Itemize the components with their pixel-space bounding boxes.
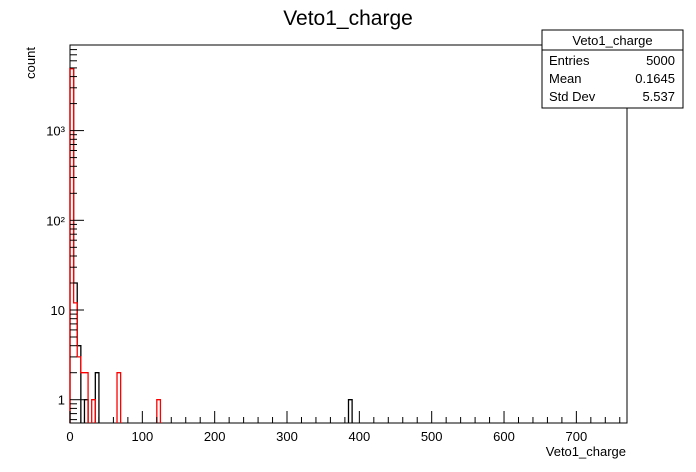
histogram-series-1 (69, 68, 162, 423)
stats-box-title: Veto1_charge (572, 33, 652, 48)
x-axis-label: Veto1_charge (546, 444, 626, 459)
x-tick-label: 500 (421, 429, 443, 444)
stats-mean-label: Mean (549, 71, 582, 86)
x-tick-label: 300 (276, 429, 298, 444)
y-tick-label: 10³ (46, 124, 65, 139)
y-axis: 1 10 10² 10³ (46, 44, 84, 421)
histogram-bin (77, 357, 81, 423)
histogram-bin (117, 373, 121, 423)
x-axis: 0 100 200 300 400 500 600 700 (66, 411, 621, 444)
stats-stddev-label: Std Dev (549, 89, 596, 104)
histogram-bin (84, 373, 88, 423)
histogram-bin (81, 373, 85, 423)
stats-box: Veto1_charge Entries 5000 Mean 0.1645 St… (541, 29, 684, 109)
histogram-bin (349, 400, 353, 423)
x-tick-label: 400 (348, 429, 370, 444)
stats-mean-value: 0.1645 (635, 71, 675, 86)
stats-stddev-value: 5.537 (642, 89, 675, 104)
stats-entries-value: 5000 (646, 53, 675, 68)
y-axis-label: count (23, 47, 38, 79)
histogram-series-0 (69, 67, 353, 423)
histogram-bin (70, 69, 74, 423)
x-tick-label: 600 (493, 429, 515, 444)
histogram-bin (157, 400, 161, 423)
y-tick-label: 1 (58, 393, 65, 408)
histogram-bin (74, 303, 78, 423)
x-tick-label: 100 (131, 429, 153, 444)
stats-entries-label: Entries (549, 53, 590, 68)
histogram-series (69, 67, 353, 423)
histogram-bin (92, 400, 96, 423)
stats-box-frame (541, 29, 684, 109)
y-tick-label: 10 (51, 303, 65, 318)
x-tick-label: 200 (204, 429, 226, 444)
chart-title: Veto1_charge (283, 7, 413, 30)
y-tick-label: 10² (46, 213, 65, 228)
x-tick-label: 0 (66, 429, 73, 444)
x-tick-label: 700 (566, 429, 588, 444)
